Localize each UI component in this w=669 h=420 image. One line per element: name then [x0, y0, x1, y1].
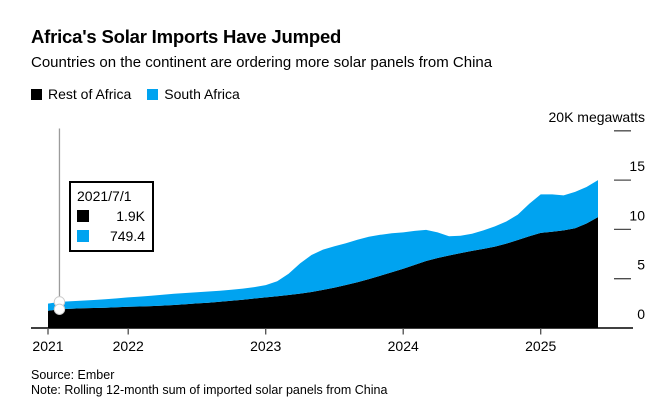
axis-unit-label: 20K megawatts	[549, 109, 646, 125]
tooltip-value-south-africa: 749.4	[109, 228, 145, 244]
tooltip-date: 2021/7/1	[77, 188, 132, 204]
x-tick-label: 2025	[525, 338, 556, 354]
tooltip-value-rest-of-africa: 1.9K	[116, 208, 145, 224]
tooltip: 2021/7/1 1.9K 749.4	[69, 181, 154, 252]
x-tick-label: 2022	[113, 338, 144, 354]
tooltip-swatch-south-africa-icon	[77, 230, 89, 242]
source-line: Source: Ember	[31, 368, 115, 382]
x-tick-label: 2024	[388, 338, 419, 354]
x-tick-label: 2023	[250, 338, 281, 354]
x-tick-label: 2021	[32, 338, 63, 354]
tooltip-swatch-rest-of-africa-icon	[77, 210, 89, 222]
note-line: Note: Rolling 12-month sum of imported s…	[31, 382, 388, 397]
south-africa-area[interactable]	[48, 180, 598, 311]
page-subtitle: Countries on the continent are ordering …	[31, 54, 493, 71]
legend-swatch-rest-of-africa-icon	[31, 88, 42, 100]
rest-of-africa-area[interactable]	[48, 217, 598, 328]
y-tick-label: 10	[629, 207, 645, 223]
tooltip-row-south-africa: 749.4	[77, 226, 145, 246]
legend-label-south-africa: South Africa	[164, 86, 240, 102]
legend: Rest of Africa South Africa	[31, 86, 240, 102]
legend-swatch-south-africa-icon	[147, 88, 159, 100]
footer: Source: Ember Note: Rolling 12-month sum…	[31, 368, 387, 397]
y-tick-label: 0	[637, 306, 645, 322]
legend-item-rest-of-africa[interactable]: Rest of Africa	[31, 86, 131, 102]
legend-item-south-africa[interactable]: South Africa	[147, 86, 240, 102]
y-tick-label: 15	[629, 158, 645, 174]
page-title: Africa's Solar Imports Have Jumped	[31, 26, 342, 47]
tooltip-row-rest-of-africa: 1.9K	[77, 206, 145, 226]
hover-marker-rest	[53, 303, 66, 315]
legend-label-rest-of-africa: Rest of Africa	[48, 86, 132, 102]
y-tick-label: 5	[637, 257, 645, 273]
